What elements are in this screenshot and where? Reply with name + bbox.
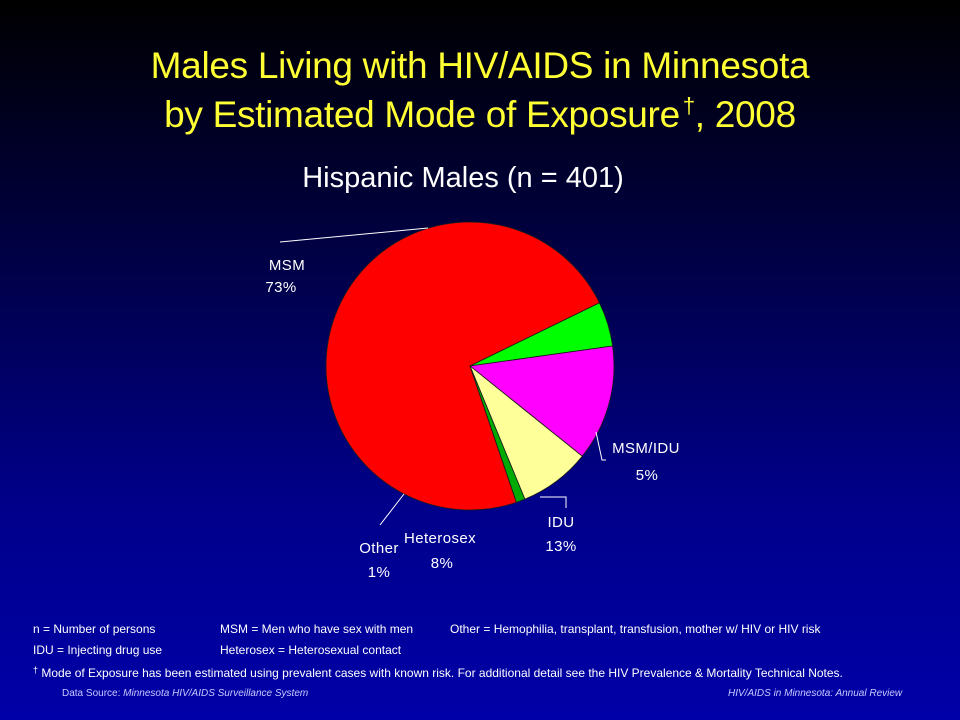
pie-slice-msm [325,221,600,511]
slice-label-heterosex: Heterosex [404,530,476,547]
footnote-mode: † Mode of Exposure has been estimated us… [33,663,843,680]
footnote-idu: IDU = Injecting drug use [33,643,163,657]
slice-value-idu: 13% [545,538,576,555]
footnote-mode-text: Mode of Exposure has been estimated usin… [41,666,843,680]
slice-label-other: Other [359,540,399,557]
footnote-n: n = Number of persons [33,622,156,636]
slice-value-other: 1% [368,564,390,581]
footnote-hetero: Heterosex = Heterosexual contact [220,643,402,657]
page-title-line1: Males Living with HIV/AIDS in Minnesota [150,45,810,86]
title-main: by Estimated Mode of Exposure [164,94,680,135]
slice-value-msm-idu: 5% [636,467,658,484]
leader-line-msm [279,227,429,243]
data-source-name: Minnesota HIV/AIDS Surveillance System [123,688,309,699]
title-year: , 2008 [694,94,796,135]
slice-label-msm: MSM [269,257,305,274]
slice-value-heterosex: 8% [431,555,453,572]
slice-value-msm: 73% [265,279,296,296]
leader-line-other [379,493,405,526]
footnote-msm: MSM = Men who have sex with men [220,622,414,636]
footnote-dagger: † [33,665,39,675]
publication-name: HIV/AIDS in Minnesota: Annual Review [728,688,902,699]
footnote-other: Other = Hemophilia, transplant, transfus… [450,622,821,636]
leader-line-msm-idu [595,431,606,461]
publication-text: HIV/AIDS in Minnesota: Annual Review [728,688,903,699]
slice-label-msm-idu: MSM/IDU [612,440,680,457]
pie-slice-idu [469,345,615,457]
title-dagger: † [682,93,695,118]
chart-title: Hispanic Males (n = 401) [302,162,624,194]
data-source-label: Data Source: [62,688,121,699]
pie-slice-other [469,365,526,503]
slice-label-idu: IDU [547,514,574,531]
data-source: Data Source: Minnesota HIV/AIDS Surveill… [62,688,308,699]
leader-line-idu [540,496,567,508]
page-title-line2: by Estimated Mode of Exposure †, 2008 [0,86,960,135]
